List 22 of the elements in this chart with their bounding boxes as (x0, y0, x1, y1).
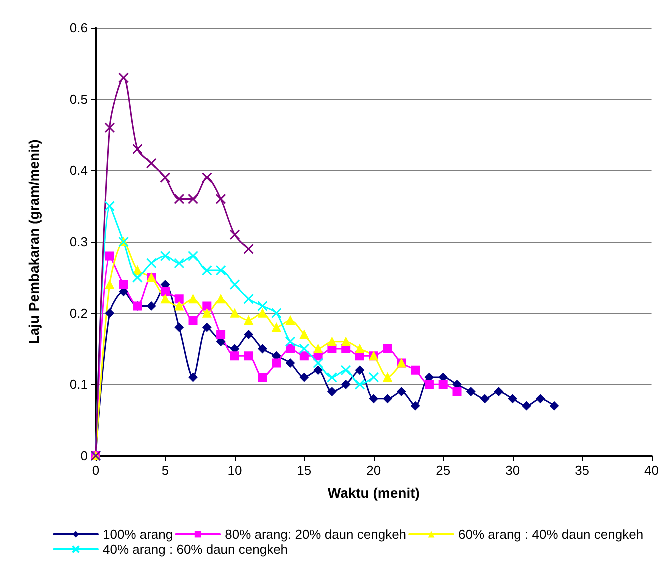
x-tick-label: 10 (228, 463, 242, 478)
y-axis-title: Laju Pembakaran (gram/menit) (26, 140, 42, 344)
x-tick-label: 5 (162, 463, 170, 478)
y-tick-label: 0.2 (70, 306, 88, 321)
legend-label: 100% arang (103, 527, 174, 542)
y-tick-label: 0.4 (70, 163, 88, 178)
y-tick-label: 0.3 (70, 234, 88, 250)
y-tick-label: 0.5 (70, 92, 88, 107)
legend-label: 80% arang: 20% daun cengkeh (225, 527, 407, 542)
x-tick-label: 30 (506, 463, 520, 478)
x-tick-label: 0 (92, 463, 100, 478)
y-tick-label: 0.6 (70, 20, 88, 36)
x-axis-title: Waktu (menit) (328, 485, 420, 501)
x-tick-label: 35 (575, 463, 590, 478)
legend-label: 60% arang : 40% daun cengkeh (458, 527, 644, 542)
y-tick-label: 0 (80, 448, 88, 464)
x-tick-label: 25 (436, 463, 451, 478)
x-tick-label: 20 (366, 463, 382, 478)
x-tick-label: 15 (297, 463, 312, 478)
x-tick-label: 40 (644, 463, 660, 478)
legend-label: 40% arang : 60% daun cengkeh (103, 542, 288, 557)
y-tick-label: 0.1 (70, 377, 88, 392)
